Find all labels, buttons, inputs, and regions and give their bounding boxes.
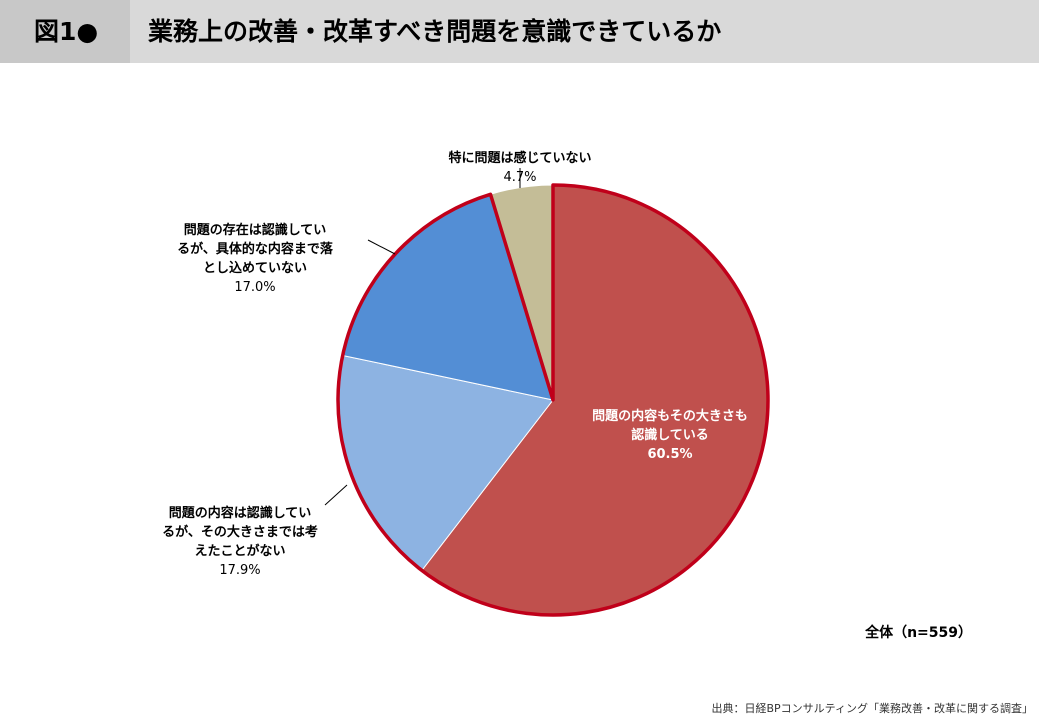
slice-label-1-text: 問題の内容は認識してい るが、その大きさまでは考 えたことがない xyxy=(162,506,318,559)
chart-title: 業務上の改善・改革すべき問題を意識できているか xyxy=(148,17,722,46)
slice-label-1: 問題の内容は認識してい るが、その大きさまでは考 えたことがない 17.9% xyxy=(140,485,340,599)
leader-line-1 xyxy=(324,484,348,506)
slice-label-2-text: 問題の存在は認識してい るが、具体的な内容まで落 とし込めていない xyxy=(177,223,333,276)
title-bar: 図1● 業務上の改善・改革すべき問題を意識できているか xyxy=(0,0,1039,63)
slice-label-0-value: 60.5% xyxy=(647,447,693,462)
slice-label-0-text: 問題の内容もその大きさも 認識している xyxy=(592,409,748,443)
slice-label-2-value: 17.0% xyxy=(234,280,276,295)
source-note: 出典：日経BPコンサルティング「業務改善・改革に関する調査」 xyxy=(711,702,1033,715)
highlight-outline xyxy=(336,183,770,617)
slice-label-1-value: 17.9% xyxy=(219,563,261,578)
sample-size: 全体（n=559） xyxy=(865,625,972,641)
slice-label-0: 問題の内容もその大きさも 認識している 60.5% xyxy=(560,388,780,483)
figure-label: 図1● xyxy=(0,0,130,63)
slice-label-2: 問題の存在は認識してい るが、具体的な内容まで落 とし込めていない 17.0% xyxy=(155,202,355,316)
slice-label-3: 特に問題は感じていない 4.7% xyxy=(420,130,620,206)
slice-label-3-text: 特に問題は感じていない xyxy=(448,151,592,166)
slice-label-3-value: 4.7% xyxy=(503,170,537,185)
leader-line-2 xyxy=(367,239,396,255)
